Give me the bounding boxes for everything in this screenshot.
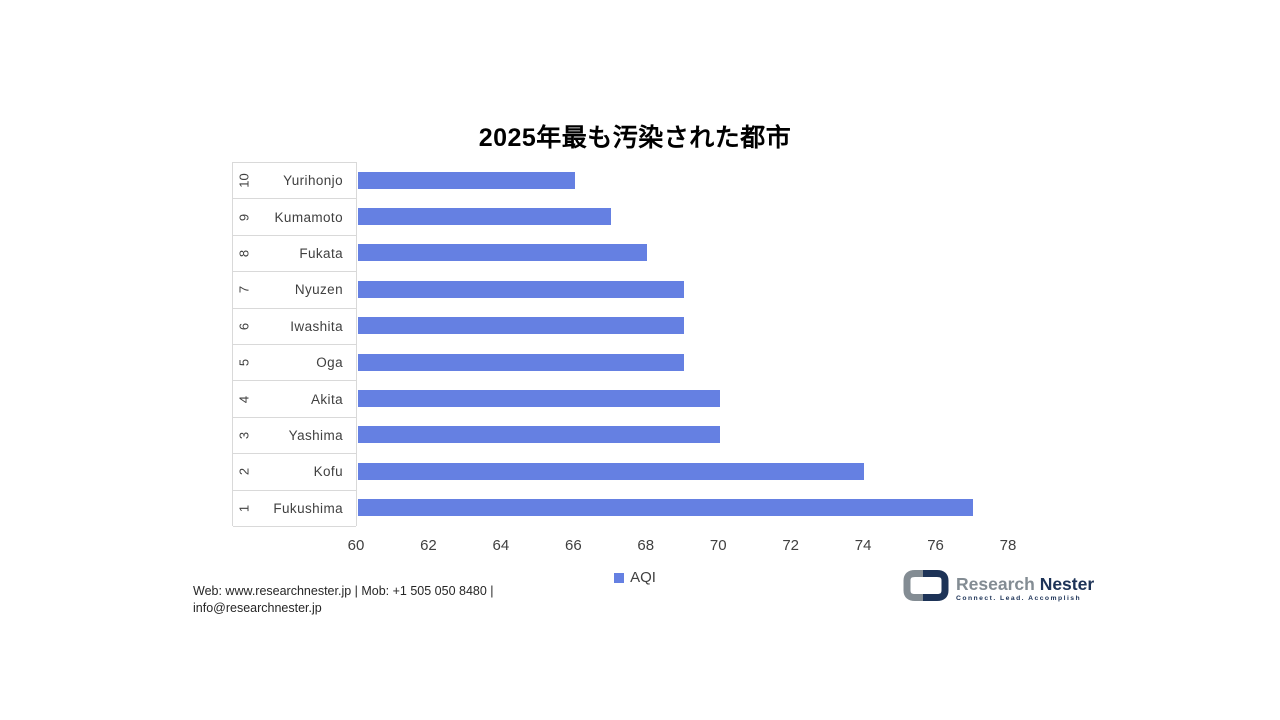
category-row: 3 Yashima — [233, 418, 356, 455]
city-label: Iwashita — [290, 318, 343, 334]
city-label: Kumamoto — [274, 209, 343, 225]
x-tick-label: 66 — [564, 537, 582, 554]
bar-row — [357, 308, 1008, 344]
rank-label: 7 — [236, 286, 252, 294]
x-tick-label: 72 — [782, 537, 799, 554]
aqi-bar — [358, 171, 575, 189]
city-label: Nyuzen — [294, 282, 343, 298]
bar-row — [357, 198, 1008, 234]
bar-row — [357, 417, 1008, 453]
chart-title: 2025年最も汚染された都市 — [478, 124, 792, 152]
category-row: 4 Akita — [233, 381, 356, 418]
legend-label: AQI — [630, 569, 656, 586]
chart-area: 10 Yurihonjo 9 Kumamoto 8 Fukata 7 Nyuzen 6 Iwash… — [232, 162, 1016, 554]
logo-text: Research Nester Connect. Lead. Accomplis… — [956, 575, 1094, 602]
category-row: 5 Oga — [233, 345, 356, 382]
footer-line-1: Web: www.researchnester.jp | Mob: +1 505… — [193, 584, 494, 598]
category-row: 1 Fukushima — [233, 491, 356, 527]
brand-logo: Research Nester Connect. Lead. Accomplis… — [903, 569, 1094, 607]
category-row: 7 Nyuzen — [233, 272, 356, 309]
plot-area — [356, 162, 1008, 526]
x-axis: 60 62 64 66 68 70 72 74 76 78 — [348, 526, 1017, 556]
rank-label: 5 — [236, 359, 252, 367]
bar-row — [357, 380, 1008, 416]
logo-tagline: Connect. Lead. Accomplish — [956, 594, 1082, 602]
city-label: Yashima — [288, 427, 343, 443]
bar-row — [357, 162, 1008, 198]
rank-label: 9 — [236, 213, 252, 221]
x-tick-label: 60 — [347, 537, 365, 554]
aqi-bar — [358, 499, 973, 517]
footer-contact: Web: www.researchnester.jp | Mob: +1 505… — [193, 583, 533, 616]
rank-label: 8 — [236, 249, 252, 258]
category-row: 6 Iwashita — [233, 309, 356, 345]
legend-swatch-aqi — [614, 572, 625, 583]
aqi-bar — [358, 208, 612, 226]
x-tick-label: 68 — [637, 537, 655, 554]
x-tick-label: 64 — [492, 537, 510, 554]
x-tick-label: 70 — [709, 537, 727, 554]
rank-label: 4 — [236, 395, 252, 403]
aqi-bar — [358, 244, 648, 262]
aqi-bar — [358, 280, 684, 298]
bar-row — [357, 490, 1008, 526]
category-row: 8 Fukata — [233, 236, 356, 273]
logo-name: Research Nester — [956, 575, 1094, 593]
bar-row — [357, 344, 1008, 380]
rank-label: 1 — [236, 504, 252, 512]
rank-label: 3 — [236, 431, 252, 440]
x-tick-label: 76 — [927, 537, 944, 554]
city-label: Kofu — [313, 464, 343, 480]
footer-line-2: info@researchnester.jp — [193, 600, 322, 615]
category-row: 9 Kumamoto — [233, 199, 356, 236]
x-tick-label: 62 — [420, 537, 437, 554]
aqi-bar — [358, 353, 684, 371]
city-label: Fukushima — [273, 500, 343, 516]
aqi-bar — [358, 462, 865, 480]
rank-label: 2 — [236, 468, 252, 476]
x-tick-label: 74 — [854, 537, 872, 554]
rank-label: 10 — [236, 173, 252, 188]
city-label: Fukata — [299, 245, 343, 261]
category-row: 2 Kofu — [233, 454, 356, 491]
legend: AQI — [260, 569, 1010, 586]
city-label: Akita — [310, 391, 343, 407]
category-row: 10 Yurihonjo — [233, 163, 356, 200]
city-label: Yurihonjo — [283, 173, 343, 189]
bar-row — [357, 453, 1008, 489]
aqi-bar — [358, 426, 720, 444]
city-label: Oga — [316, 355, 343, 371]
aqi-bar — [358, 317, 684, 335]
bar-row — [357, 235, 1008, 271]
chain-link-logo-icon — [903, 569, 949, 607]
logo-name-nester: Nester — [1039, 573, 1095, 594]
logo-name-research: Research — [956, 573, 1035, 594]
category-axis: 10 Yurihonjo 9 Kumamoto 8 Fukata 7 Nyuzen 6 Iwash… — [232, 162, 356, 527]
rank-label: 6 — [236, 322, 252, 330]
aqi-bar — [358, 390, 720, 408]
bar-row — [357, 271, 1008, 307]
x-tick-label: 78 — [999, 537, 1017, 554]
